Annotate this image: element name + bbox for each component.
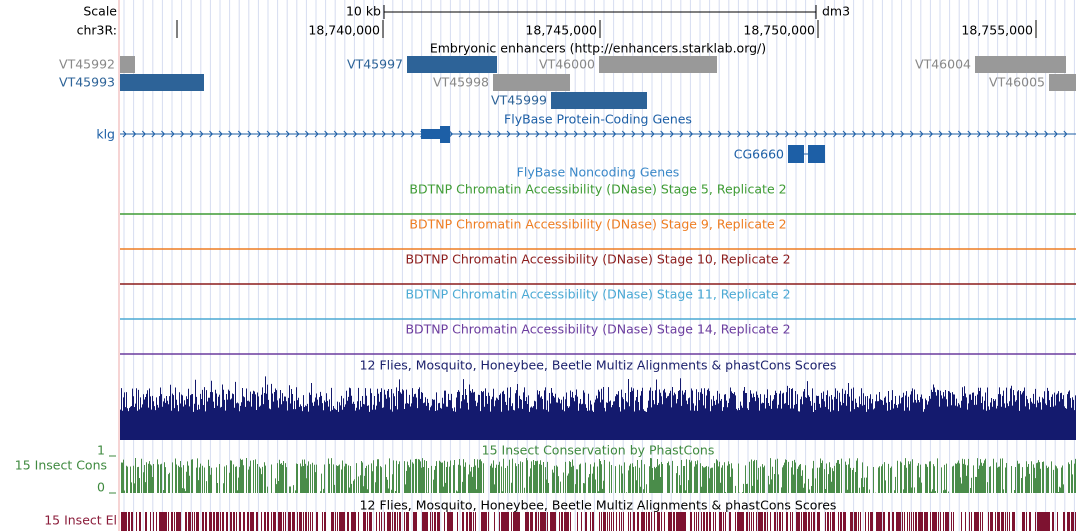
ruler-position: 18,750,000 [743, 23, 815, 38]
gene-label[interactable]: CG6660 [734, 147, 784, 162]
assembly: dm3 [822, 4, 850, 19]
conservation-wiggle [120, 376, 1076, 440]
track-title: FlyBase Noncoding Genes [517, 165, 680, 180]
exon[interactable] [788, 145, 804, 163]
track-title: 12 Flies, Mosquito, Honeybee, Beetle Mul… [360, 498, 837, 513]
enhancer-label[interactable]: VT45993 [59, 75, 115, 90]
track-title: BDTNP Chromatin Accessibility (DNase) St… [405, 322, 790, 337]
track-label: 15 Insect Cons [15, 458, 107, 473]
track-title: BDTNP Chromatin Accessibility (DNase) St… [405, 287, 790, 302]
track-title: 15 Insect Conservation by PhastCons [482, 443, 715, 458]
enhancer[interactable] [120, 74, 204, 91]
track-label: 15 Insect El [44, 513, 117, 528]
axis-min: 0 [97, 480, 105, 495]
enhancer-label[interactable]: VT46000 [539, 57, 595, 72]
axis-max: 1 [97, 443, 105, 458]
scale-size: 10 kb [346, 4, 381, 19]
ruler-position: 18,740,000 [308, 23, 380, 38]
element-blocks [121, 512, 1076, 531]
enhancer-label[interactable]: VT45998 [433, 75, 489, 90]
cons-wiggle [121, 458, 1076, 493]
track-title: BDTNP Chromatin Accessibility (DNase) St… [409, 217, 786, 232]
exon[interactable] [421, 129, 443, 139]
enhancer[interactable] [551, 92, 647, 109]
enhancer-label[interactable]: VT45999 [491, 93, 547, 108]
chrom-label: chr3R: [77, 23, 117, 38]
enhancer-label[interactable]: VT46004 [915, 57, 971, 72]
enhancer[interactable] [975, 56, 1066, 73]
enhancer[interactable] [599, 56, 717, 73]
gene-label[interactable]: klg [96, 127, 115, 142]
track-title: 12 Flies, Mosquito, Honeybee, Beetle Mul… [360, 358, 837, 373]
track-title: BDTNP Chromatin Accessibility (DNase) St… [409, 182, 786, 197]
enhancer-label[interactable]: VT45997 [347, 57, 403, 72]
scale-label: Scale [83, 4, 117, 19]
ruler-position: 18,755,000 [961, 23, 1033, 38]
track-title: FlyBase Protein-Coding Genes [504, 112, 692, 127]
enhancer[interactable] [120, 56, 135, 73]
enhancer-label[interactable]: VT45992 [59, 57, 115, 72]
track-title: BDTNP Chromatin Accessibility (DNase) St… [405, 252, 790, 267]
enhancer[interactable] [1049, 74, 1076, 91]
exon[interactable] [808, 145, 825, 163]
ruler-position: 18,745,000 [525, 23, 597, 38]
track-title: Embryonic enhancers (http://enhancers.st… [430, 41, 766, 56]
exon[interactable] [440, 126, 450, 143]
enhancer[interactable] [407, 56, 497, 73]
enhancer[interactable] [493, 74, 570, 91]
enhancer-label[interactable]: VT46005 [989, 75, 1045, 90]
